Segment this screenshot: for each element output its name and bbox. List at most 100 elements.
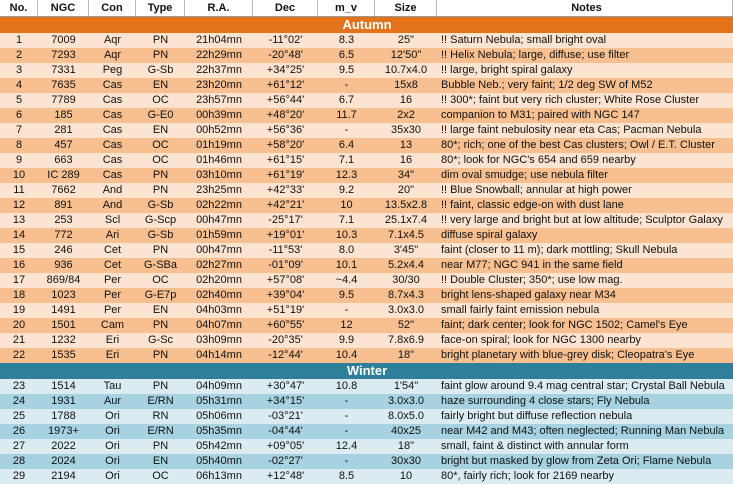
cell-ngc: 457 [54,139,73,151]
cell-type: PN [152,319,169,331]
cell-size: 18" [397,440,415,452]
cell-constellation: Ori [105,440,120,452]
cell-ra: 03h09mn [196,334,242,346]
cell-ra: 00h47mn [196,244,242,256]
cell-type: E/RN [147,395,174,407]
cell-type: EN [152,124,169,136]
cell-magnitude: - [344,410,349,422]
cell-notes: near M77; NGC 941 in the same field [441,259,623,271]
cell-ra: 02h27mn [196,259,242,271]
cell-notes: !! Helix Nebula; large, diffuse; use fil… [441,49,630,61]
cell-magnitude: 12.3 [335,169,358,181]
cell-dec: +61°19' [266,169,305,181]
cell-no: 19 [12,304,26,316]
table-row: 19 1491 Per EN 04h03mn +51°19' - 3.0x3.0 small f… [0,303,733,318]
section-title: Autumn [342,17,392,32]
cell-constellation: Per [103,289,122,301]
cell-notes: !! very large and bright but at low alti… [441,214,723,226]
cell-notes: 80*; look for NGC's 654 and 659 nearby [441,154,636,166]
table-row: 14 772 Ari G-Sb 01h59mn +19°01' 10.3 7.1x4.5 dif… [0,228,733,243]
cell-ngc: 281 [54,124,73,136]
table-row: 16 936 Cet G-SBa 02h27mn -01°09' 10.1 5.2x4.4 ne… [0,258,733,273]
cell-constellation: Cas [102,94,123,106]
cell-size: 3.0x3.0 [387,304,425,316]
cell-no: 1 [15,34,23,46]
table-row: 11 7662 And PN 23h25mn +42°33' 9.2 20" !! Blue S… [0,183,733,198]
cell-magnitude: - [344,304,349,316]
cell-magnitude: 10.1 [335,259,358,271]
cell-no: 21 [12,334,26,346]
cell-ra: 22h37mn [196,64,242,76]
cell-no: 9 [15,154,23,166]
cell-type: G-Sb [147,229,174,241]
cell-dec: -11°02' [268,34,303,46]
cell-dec: +61°12' [266,79,305,91]
cell-magnitude: 9.9 [338,334,355,346]
cell-dec: -11°53' [268,244,303,256]
cell-ra: 00h47mn [196,214,242,226]
cell-magnitude: - [344,124,349,136]
cell-no: 6 [15,109,23,121]
cell-size: 40x25 [391,425,421,437]
cell-no: 27 [12,440,26,452]
cell-type: G-E7p [144,289,177,301]
cell-no: 17 [12,274,26,286]
cell-ra: 01h46mn [196,154,242,166]
table-header: No. NGC Con Type R.A. Dec m_v Size Notes [0,0,733,17]
cell-no: 2 [15,49,23,61]
cell-magnitude: 8.3 [338,34,355,46]
cell-type: G-Sb [147,64,174,76]
cell-ra: 05h40mn [196,455,242,467]
cell-no: 12 [12,199,26,211]
cell-ngc: 1931 [51,395,76,407]
cell-type: OC [152,154,169,166]
cell-notes: !! Blue Snowball; annular at high power [441,184,632,196]
cell-dec: +39°04' [266,289,305,301]
cell-dec: -03°21' [268,410,303,422]
table-row: 28 2024 Ori EN 05h40mn -02°27' - 30x30 bright bu… [0,454,733,469]
cell-size: 16 [399,94,413,106]
cell-type: G-E0 [147,109,174,121]
cell-ra: 00h39mn [196,109,242,121]
cell-constellation: Tau [103,380,122,392]
column-header-magnitude: m_v [318,0,375,16]
cell-no: 25 [12,410,26,422]
cell-size: 8.7x4.3 [387,289,425,301]
cell-magnitude: - [344,455,349,467]
cell-constellation: Peg [102,64,123,76]
cell-type: PN [152,244,169,256]
cell-ngc: 7789 [51,94,76,106]
cell-constellation: Cas [102,79,123,91]
cell-type: G-Sb [147,199,174,211]
cell-ra: 01h59mn [196,229,242,241]
cell-dec: -20°48' [268,49,303,61]
cell-magnitude: 12.4 [335,440,358,452]
cell-constellation: Aqr [103,34,122,46]
cell-magnitude: 6.5 [338,49,355,61]
cell-ngc: 2194 [51,470,76,482]
column-header-ngc: NGC [38,0,89,16]
cell-no: 5 [15,94,23,106]
cell-ngc: 663 [54,154,73,166]
table-row: 24 1931 Aur E/RN 05h31mn +34°15' - 3.0x3.0 haze … [0,394,733,409]
cell-size: 15x8 [394,79,418,91]
cell-type: EN [152,79,169,91]
cell-no: 13 [12,214,26,226]
cell-notes: faint (closer to 11 m); dark mottling; S… [441,244,678,256]
cell-magnitude: 9.5 [338,64,355,76]
cell-magnitude: - [344,395,349,407]
cell-notes: fairly bright but diffuse reflection neb… [441,410,633,422]
column-header-constellation: Con [89,0,136,16]
cell-notes: !! 300*; faint but very rich cluster; Wh… [441,94,699,106]
cell-notes: !! Saturn Nebula; small bright oval [441,34,607,46]
table-row: 25 1788 Ori RN 05h06mn -03°21' - 8.0x5.0 fairly … [0,409,733,424]
cell-type: G-Scp [144,214,177,226]
table-row: 3 7331 Peg G-Sb 22h37mn +34°25' 9.5 10.7x4.0 !! … [0,63,733,78]
cell-size: 18" [397,349,415,361]
cell-dec: +30°47' [266,380,305,392]
cell-constellation: Eri [105,349,120,361]
column-header-size: Size [375,0,437,16]
cell-notes: bright but masked by glow from Zeta Ori;… [441,455,712,467]
cell-no: 20 [12,319,26,331]
cell-magnitude: 12 [340,319,353,331]
